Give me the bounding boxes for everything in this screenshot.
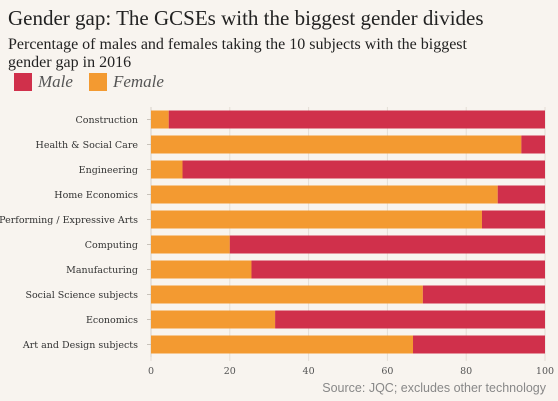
category-label: Economics — [86, 315, 138, 326]
bar-male — [168, 110, 546, 129]
bar-male — [229, 235, 546, 254]
x-tick-label: 60 — [381, 366, 393, 377]
chart-title: Gender gap: The GCSEs with the biggest g… — [8, 6, 484, 30]
bar-male — [521, 135, 545, 154]
legend-item-female: Female — [88, 72, 164, 92]
bar-male — [413, 335, 545, 354]
x-tick-label: 0 — [148, 366, 154, 377]
category-label: Performing / Expressive Arts — [0, 215, 138, 226]
legend-swatch-female — [88, 73, 107, 91]
bar-male — [182, 160, 545, 179]
bar-male — [497, 185, 545, 204]
chart-subtitle: Percentage of males and females taking t… — [8, 36, 467, 71]
category-label: Art and Design subjects — [22, 340, 138, 351]
bar-female — [151, 310, 276, 329]
x-tick-label: 40 — [303, 366, 315, 377]
bar-female — [151, 160, 183, 179]
bar-female — [151, 110, 169, 129]
category-label: Manufacturing — [66, 265, 138, 276]
category-label: Social Science subjects — [25, 290, 138, 301]
bar-female — [151, 185, 498, 204]
bar-female — [151, 260, 252, 279]
bar-male — [275, 310, 545, 329]
legend-label-female: Female — [112, 72, 164, 91]
legend-label-male: Male — [38, 72, 73, 91]
x-tick-label: 20 — [224, 366, 236, 377]
source-note: Source: JQC; excludes other technology — [322, 381, 546, 395]
legend: Male Female — [14, 72, 180, 92]
category-label: Home Economics — [54, 190, 138, 201]
category-label: Construction — [76, 115, 138, 126]
bar-female — [151, 135, 522, 154]
category-label: Engineering — [79, 165, 138, 176]
bar-male — [481, 210, 545, 229]
bar-male — [251, 260, 545, 279]
x-tick-label: 80 — [460, 366, 472, 377]
category-label: Health & Social Care — [36, 140, 139, 151]
legend-item-male: Male — [14, 72, 73, 92]
bar-female — [151, 235, 230, 254]
bar-male — [422, 285, 545, 304]
category-label: Computing — [85, 240, 138, 251]
x-tick-label: 100 — [536, 366, 554, 377]
legend-swatch-male — [14, 73, 32, 91]
bar-female — [151, 210, 482, 229]
bar-female — [151, 285, 423, 304]
bar-female — [151, 335, 414, 354]
